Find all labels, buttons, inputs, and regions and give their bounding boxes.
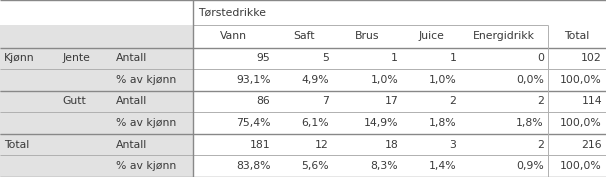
Text: Brus: Brus xyxy=(355,31,379,41)
Text: 6,1%: 6,1% xyxy=(301,118,328,128)
Bar xyxy=(0,25,193,48)
Text: 7: 7 xyxy=(322,96,328,107)
Text: 2: 2 xyxy=(450,96,456,107)
Text: Antall: Antall xyxy=(116,53,147,63)
Text: % av kjønn: % av kjønn xyxy=(116,118,176,128)
Text: Energidrikk: Energidrikk xyxy=(473,31,535,41)
Text: Antall: Antall xyxy=(116,140,147,150)
Text: 100,0%: 100,0% xyxy=(561,75,602,85)
Text: 181: 181 xyxy=(250,140,270,150)
Text: 3: 3 xyxy=(450,140,456,150)
Text: 12: 12 xyxy=(315,140,328,150)
Text: 2: 2 xyxy=(537,140,544,150)
Text: Kjønn: Kjønn xyxy=(4,53,35,63)
Text: Total: Total xyxy=(4,140,29,150)
Text: 100,0%: 100,0% xyxy=(561,161,602,171)
Text: Antall: Antall xyxy=(116,96,147,107)
Text: Juice: Juice xyxy=(418,31,444,41)
Text: 100,0%: 100,0% xyxy=(561,118,602,128)
Text: 93,1%: 93,1% xyxy=(236,75,270,85)
Bar xyxy=(193,48,606,69)
Bar xyxy=(0,69,193,91)
Text: 1,8%: 1,8% xyxy=(429,118,456,128)
Text: 1,0%: 1,0% xyxy=(370,75,398,85)
Text: 5,6%: 5,6% xyxy=(301,161,328,171)
Text: 1,8%: 1,8% xyxy=(516,118,544,128)
Text: Saft: Saft xyxy=(293,31,315,41)
Bar xyxy=(193,25,606,48)
Text: 0,0%: 0,0% xyxy=(516,75,544,85)
Bar xyxy=(0,134,193,155)
Text: 1,4%: 1,4% xyxy=(429,161,456,171)
Text: 75,4%: 75,4% xyxy=(236,118,270,128)
Text: 95: 95 xyxy=(257,53,270,63)
Bar xyxy=(0,155,193,177)
Text: 83,8%: 83,8% xyxy=(236,161,270,171)
Bar xyxy=(0,0,606,25)
Text: 1: 1 xyxy=(391,53,398,63)
Text: 8,3%: 8,3% xyxy=(370,161,398,171)
Text: 86: 86 xyxy=(257,96,270,107)
Bar xyxy=(0,48,193,69)
Bar xyxy=(193,134,606,155)
Bar xyxy=(193,69,606,91)
Text: 4,9%: 4,9% xyxy=(301,75,328,85)
Text: % av kjønn: % av kjønn xyxy=(116,161,176,171)
Text: Vann: Vann xyxy=(220,31,247,41)
Text: 14,9%: 14,9% xyxy=(364,118,398,128)
Bar xyxy=(193,112,606,134)
Text: 1: 1 xyxy=(450,53,456,63)
Text: 2: 2 xyxy=(537,96,544,107)
Text: 216: 216 xyxy=(581,140,602,150)
Text: 18: 18 xyxy=(384,140,398,150)
Text: Gutt: Gutt xyxy=(62,96,86,107)
Bar xyxy=(193,155,606,177)
Text: % av kjønn: % av kjønn xyxy=(116,75,176,85)
Bar xyxy=(193,91,606,112)
Text: 5: 5 xyxy=(322,53,328,63)
Text: Total: Total xyxy=(564,31,590,41)
Bar xyxy=(0,112,193,134)
Text: 114: 114 xyxy=(581,96,602,107)
Text: 17: 17 xyxy=(384,96,398,107)
Text: 102: 102 xyxy=(581,53,602,63)
Text: 0,9%: 0,9% xyxy=(516,161,544,171)
Text: 1,0%: 1,0% xyxy=(428,75,456,85)
Bar xyxy=(0,91,193,112)
Text: Tørstedrikke: Tørstedrikke xyxy=(198,7,265,17)
Text: Jente: Jente xyxy=(62,53,90,63)
Text: 0: 0 xyxy=(537,53,544,63)
